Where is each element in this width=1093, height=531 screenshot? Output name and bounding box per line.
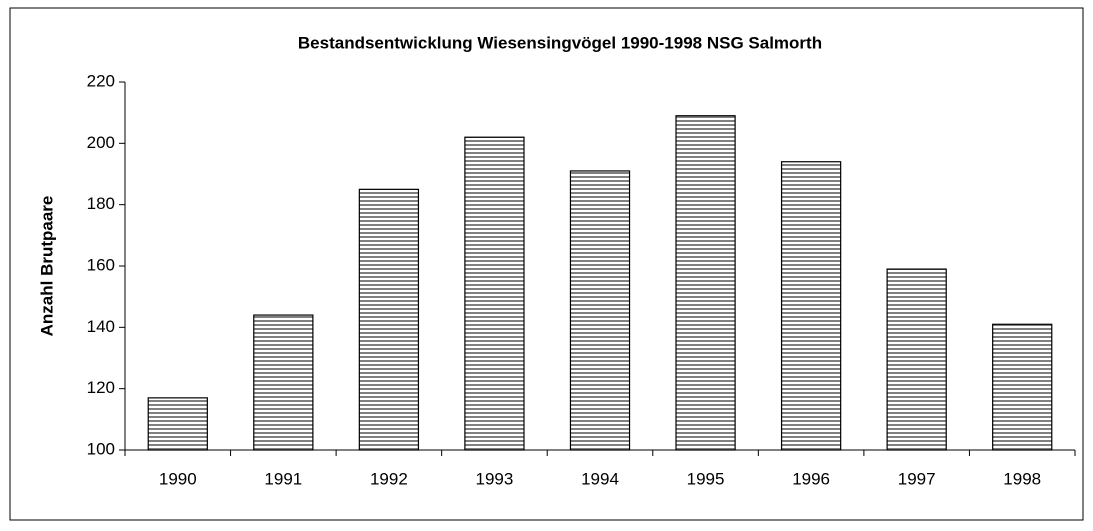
y-tick-label: 220 xyxy=(87,71,115,90)
x-tick-label: 1991 xyxy=(264,469,302,488)
x-tick-label: 1993 xyxy=(476,469,514,488)
bar xyxy=(464,136,525,451)
y-tick-label: 140 xyxy=(87,317,115,336)
y-tick-label: 160 xyxy=(87,255,115,274)
chart-title: Bestandsentwicklung Wiesensingvögel 1990… xyxy=(298,33,822,52)
x-tick-label: 1997 xyxy=(898,469,936,488)
bar xyxy=(253,314,314,451)
bar xyxy=(886,268,947,451)
x-tick-label: 1992 xyxy=(370,469,408,488)
x-tick-label: 1995 xyxy=(687,469,725,488)
y-tick-label: 100 xyxy=(87,439,115,458)
bar xyxy=(780,161,842,451)
y-tick-label: 180 xyxy=(87,194,115,213)
x-tick-label: 1990 xyxy=(159,469,197,488)
y-tick-label: 120 xyxy=(87,378,115,397)
bar xyxy=(147,397,208,451)
y-tick-label: 200 xyxy=(87,133,115,152)
x-tick-label: 1998 xyxy=(1003,469,1041,488)
bar xyxy=(675,115,736,451)
y-axis-label: Anzahl Brutpaare xyxy=(37,196,56,337)
bar xyxy=(569,170,631,451)
bar xyxy=(358,188,420,451)
x-tick-label: 1994 xyxy=(581,469,619,488)
chart-frame xyxy=(9,7,1084,521)
x-tick-label: 1996 xyxy=(792,469,830,488)
bar xyxy=(992,323,1053,451)
